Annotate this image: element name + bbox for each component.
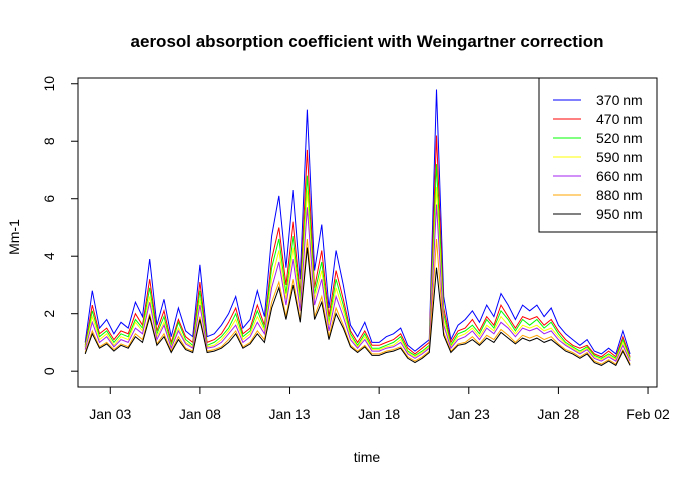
y-tick-label: 8 <box>41 137 57 145</box>
legend-label: 950 nm <box>596 206 643 222</box>
y-tick-label: 0 <box>41 367 57 375</box>
legend-label: 660 nm <box>596 168 643 184</box>
legend-label: 470 nm <box>596 111 643 127</box>
legend-label: 370 nm <box>596 92 643 108</box>
legend-label: 590 nm <box>596 149 643 165</box>
legend-label: 520 nm <box>596 130 643 146</box>
series-line-520-nm <box>84 164 631 360</box>
x-tick-label: Jan 03 <box>89 406 131 422</box>
x-axis-label: time <box>354 449 381 465</box>
y-tick-label: 2 <box>41 310 57 318</box>
legend-box <box>538 77 658 233</box>
x-tick-label: Jan 18 <box>358 406 400 422</box>
series-line-880-nm <box>84 238 631 365</box>
x-axis: Jan 03 Jan 08 Jan 13 Jan 18 Jan 23 Jan 28 Feb … <box>89 386 670 422</box>
y-axis-label: Mm-1 <box>6 219 22 255</box>
x-tick-label: Jan 13 <box>268 406 310 422</box>
series-line-950-nm <box>84 247 631 367</box>
series-line-470-nm <box>84 135 631 358</box>
series-layer <box>84 89 631 367</box>
y-tick-label: 10 <box>41 76 57 92</box>
x-tick-label: Jan 28 <box>537 406 579 422</box>
y-tick-label: 6 <box>41 195 57 203</box>
chart-title: aerosol absorption coefficient with Wein… <box>131 32 604 51</box>
series-line-370-nm <box>84 89 631 355</box>
x-tick-label: Jan 23 <box>448 406 490 422</box>
y-axis: 0 2 4 6 8 10 <box>41 76 79 375</box>
legend-label: 880 nm <box>596 187 643 203</box>
x-tick-label: Jan 08 <box>179 406 221 422</box>
y-tick-label: 4 <box>41 252 57 260</box>
legend: 370 nm 470 nm 520 nm 590 nm 660 nm 880 nm 950 … <box>538 77 658 233</box>
series-line-590-nm <box>84 187 631 361</box>
series-line-660-nm <box>84 204 631 362</box>
x-tick-label: Feb 02 <box>626 406 670 422</box>
